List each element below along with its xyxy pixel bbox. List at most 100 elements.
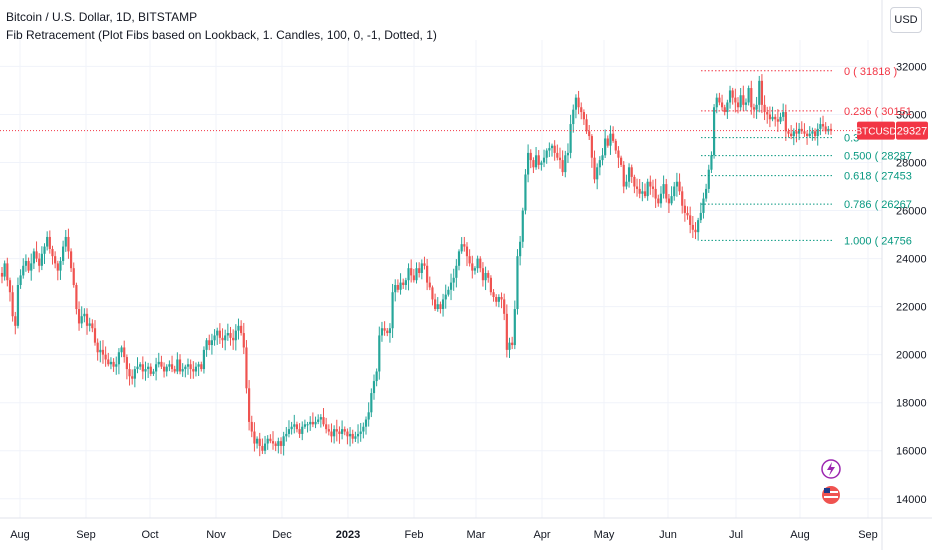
candle-body [330,431,333,437]
candle-body [508,342,511,350]
candle-body [481,268,485,281]
candle-body [11,292,14,317]
candle-body [787,131,790,134]
candle-body [237,325,240,331]
price-badge [896,121,928,140]
candle-body [643,191,647,197]
candle-body [572,109,575,125]
candle-body [30,263,33,271]
candle-body [306,424,309,426]
fib-level-label: 0.236 ( 30151 [844,106,912,118]
candle-body [798,128,801,134]
candle-body [803,131,806,134]
candle-body [131,376,134,379]
candle-body [56,263,59,271]
candle-body [218,330,221,338]
fib-level-label: 1.000 ( 24756 [844,235,912,247]
candle-body [380,328,384,336]
y-tick-label: 30000 [896,109,927,121]
candle-body [625,181,628,187]
candle-body [516,256,519,310]
candle-body [784,112,787,132]
candle-body [261,445,264,451]
candle-body [731,90,734,98]
candle-body [242,333,245,348]
candle-body [85,313,89,326]
candle-body [763,104,766,113]
x-tick-label: Sep [76,529,96,541]
candle-body [755,104,758,110]
candle-body [240,325,243,334]
candle-body [27,260,30,271]
candle-body [574,97,578,110]
candle-body [670,196,673,204]
candle-body [93,328,97,343]
candle-body [511,342,514,346]
candle-body [651,186,655,189]
candle-body [322,417,325,425]
candle-body [80,316,83,324]
y-tick-label: 24000 [896,254,927,266]
candle-body [285,433,288,437]
candle-body [638,188,641,194]
candle-body [250,421,253,432]
candle-body [351,433,354,439]
candle-body [43,246,46,254]
candle-body [667,198,671,204]
candle-body [298,429,301,434]
candle-body [88,323,91,326]
candle-body [54,256,57,264]
candle-body [463,244,466,247]
candle-body [362,426,365,432]
candle-body [333,429,336,437]
candle-body [728,90,732,103]
candle-body [287,429,291,434]
candle-body [6,263,9,281]
candle-body [96,342,99,353]
candle-body [133,369,136,379]
x-tick-label: Aug [790,529,810,541]
candle-body [702,198,705,213]
candle-body [569,124,572,153]
candle-body [609,133,612,146]
candle-body [593,157,596,180]
us-flag-stripe [824,496,838,498]
candle-body [192,369,195,372]
candle-body [48,236,51,249]
candle-body [614,140,617,151]
candle-body [348,433,352,437]
candle-body [165,366,168,372]
us-flag-canton [824,488,830,493]
fib-level-label: 0 ( 31818 ) [844,66,897,78]
candle-body [16,285,20,326]
candle-body [542,157,546,163]
candle-body [213,335,216,341]
candle-body [726,102,729,113]
candle-body [426,265,429,283]
candle-body [612,133,615,141]
candle-body [691,224,694,230]
candle-body [649,181,652,187]
candle-body [75,285,78,310]
candle-body [266,438,269,444]
candle-body [622,164,625,187]
y-tick-label: 14000 [896,494,927,506]
candle-body [325,424,328,430]
candle-body [123,347,126,358]
indicator-label[interactable]: Fib Retracement (Plot Fibs based on Look… [6,28,437,42]
candle-body [51,248,54,257]
x-tick-label: Apr [533,529,550,541]
candle-body [747,88,750,103]
x-tick-label: Nov [206,529,226,541]
candle-body [388,328,392,334]
candle-body [115,364,118,367]
candle-body [768,114,771,120]
candle-body [497,297,500,302]
candle-body [147,366,150,370]
candle-body [282,436,285,446]
candle-body [139,364,142,367]
currency-button[interactable]: USD [890,7,922,33]
candle-body [707,169,710,189]
candle-body [431,287,434,300]
